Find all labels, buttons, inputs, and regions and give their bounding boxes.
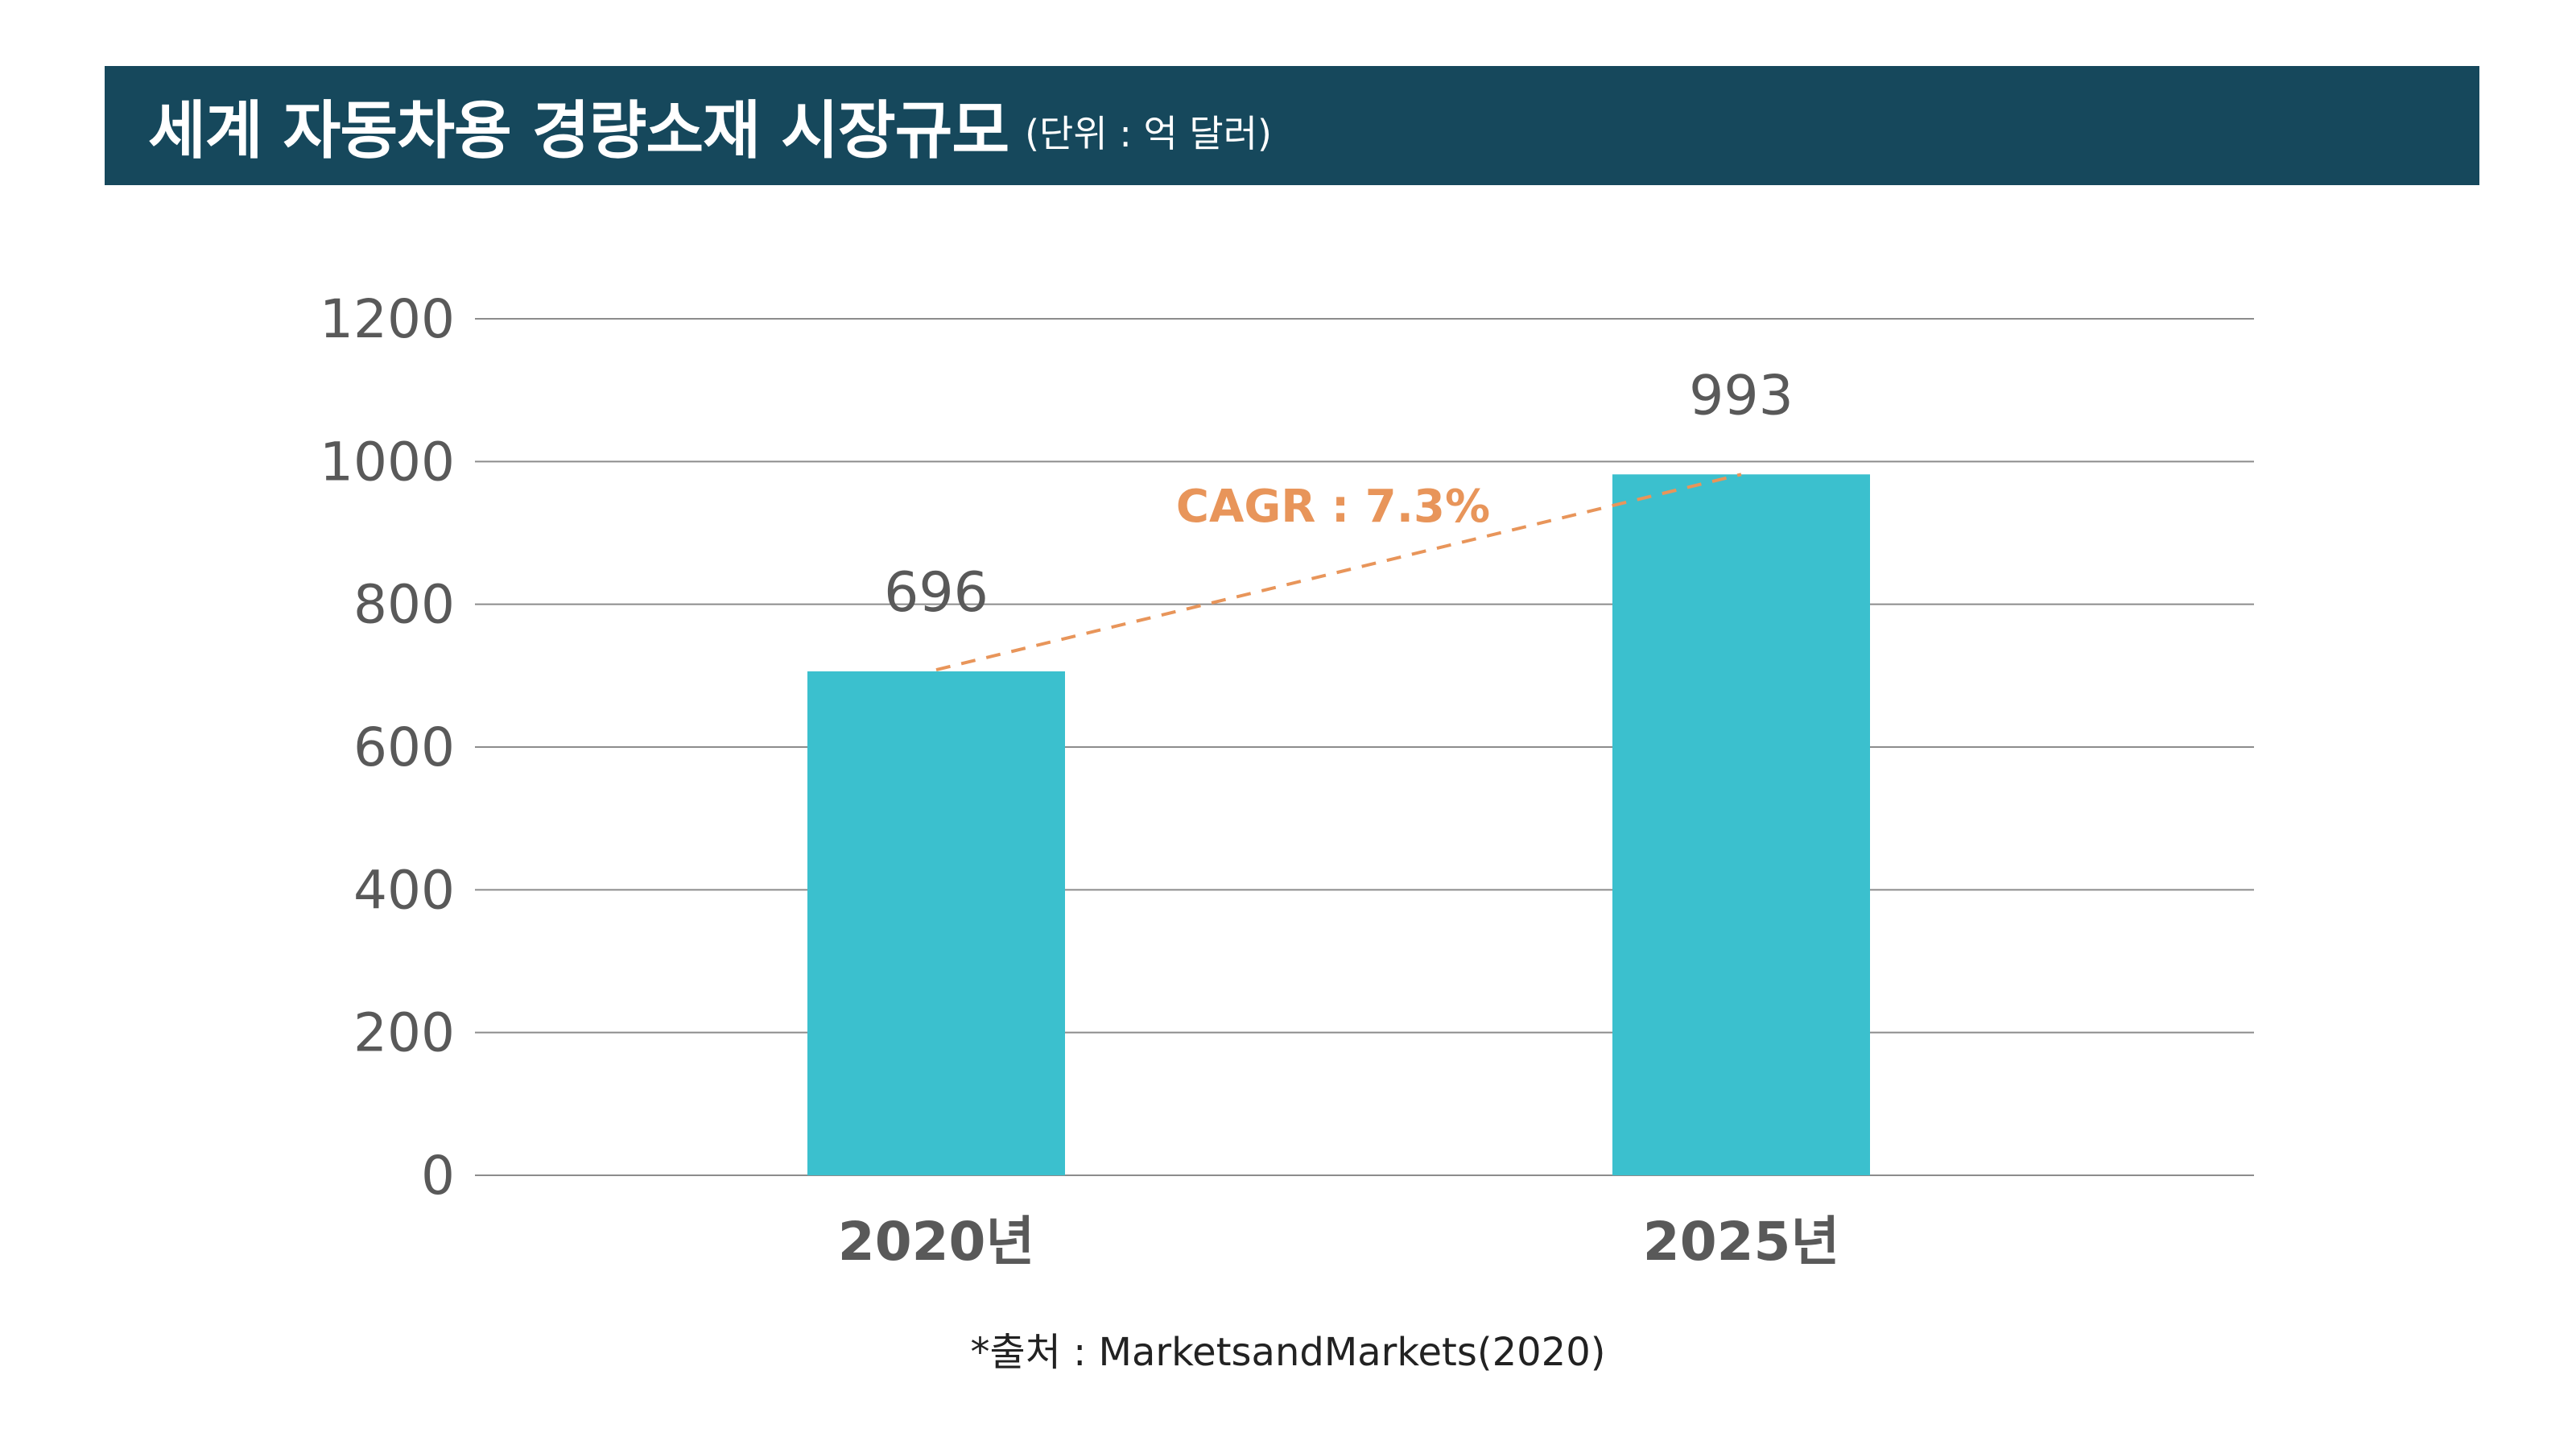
source-note: *출처 : MarketsandMarkets(2020) — [970, 1330, 1606, 1375]
cagr-trend-line — [935, 473, 1742, 671]
y-tick-label-600: 600 — [353, 716, 455, 778]
y-tick-label-0: 0 — [421, 1145, 455, 1207]
y-tick-label-400: 400 — [353, 859, 455, 921]
cagr-annotation: CAGR : 7.3% — [1176, 481, 1490, 533]
data-label-1: 993 — [1689, 364, 1794, 427]
y-tick-label-1200: 1200 — [320, 288, 455, 350]
y-tick-label-800: 800 — [353, 574, 455, 636]
chart-title: 세계 자동차용 경량소재 시장규모 — [148, 95, 1009, 167]
data-label-0: 696 — [884, 561, 989, 625]
x-tick-label-1: 2025년 — [1643, 1211, 1839, 1273]
y-tick-label-1000: 1000 — [320, 431, 455, 493]
bar-1 — [1612, 474, 1870, 1175]
unit-label: (단위 : 억 달러) — [1025, 112, 1272, 155]
bar-0 — [807, 671, 1065, 1175]
y-tick-label-200: 200 — [353, 1002, 455, 1064]
x-tick-label-0: 2020년 — [838, 1211, 1034, 1273]
title-bar: 세계 자동차용 경량소재 시장규모 (단위 : 억 달러) — [105, 66, 2479, 185]
